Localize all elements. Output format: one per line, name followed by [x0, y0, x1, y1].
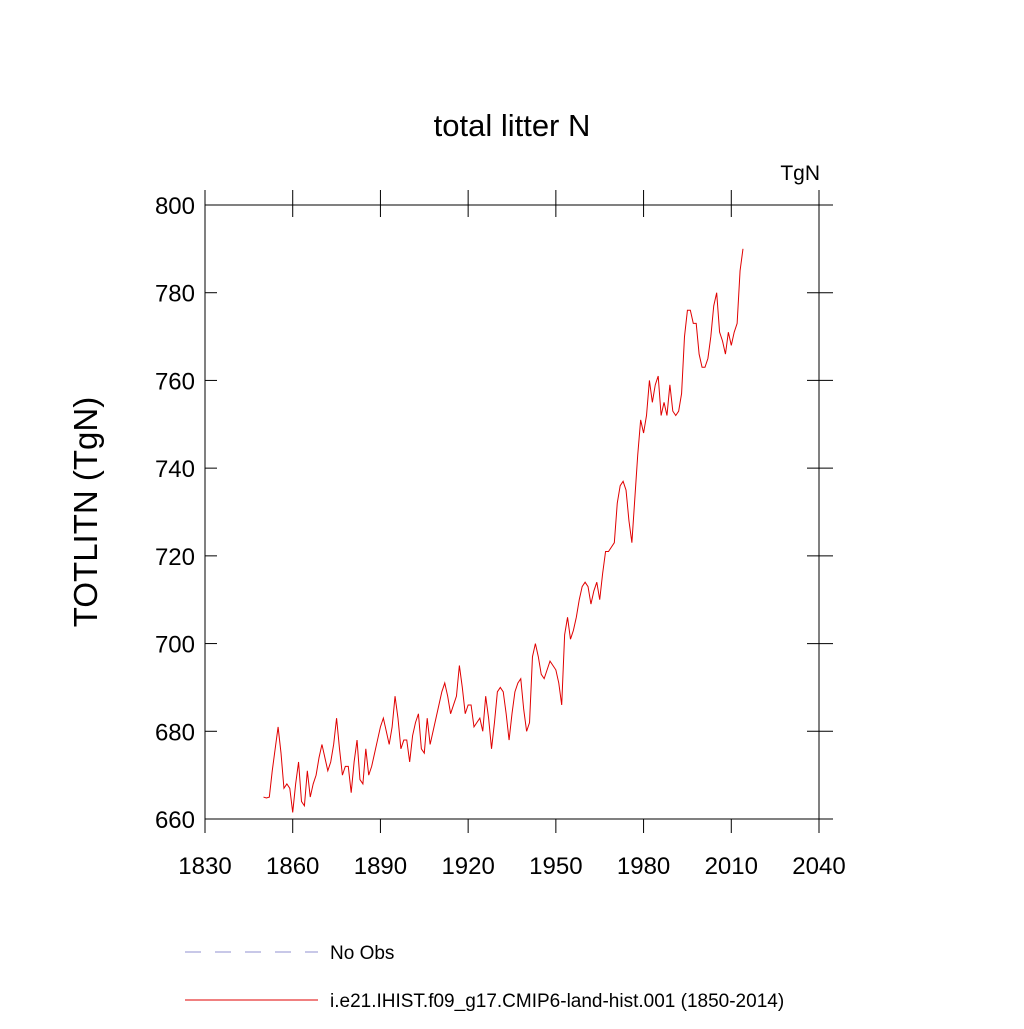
x-tick-label: 1890: [354, 853, 407, 880]
y-tick-label: 800: [155, 193, 195, 220]
x-tick-label: 1980: [617, 853, 670, 880]
legend-label: No Obs: [330, 943, 394, 964]
chart-title: total litter N: [434, 108, 591, 143]
y-tick-label: 660: [155, 807, 195, 834]
y-tick-label: 780: [155, 281, 195, 308]
y-tick-label: 760: [155, 368, 195, 395]
plot-frame: [204, 204, 820, 820]
data-line: [263, 248, 744, 813]
y-axis-label: TOTLITN (TgN): [67, 397, 104, 627]
x-tick-label: 1860: [266, 853, 319, 880]
x-tick-label: 2010: [705, 853, 758, 880]
y-tick-label: 680: [155, 719, 195, 746]
y-tick-label: 700: [155, 632, 195, 659]
legend-label: i.e21.IHIST.f09_g17.CMIP6-land-hist.001 …: [330, 991, 784, 1012]
x-tick-label: 1920: [441, 853, 494, 880]
units-label: TgN: [780, 162, 820, 185]
x-tick-label: 1830: [178, 853, 231, 880]
y-tick-label: 720: [155, 544, 195, 571]
x-tick-label: 2040: [792, 853, 845, 880]
x-tick-label: 1950: [529, 853, 582, 880]
y-tick-label: 740: [155, 456, 195, 483]
